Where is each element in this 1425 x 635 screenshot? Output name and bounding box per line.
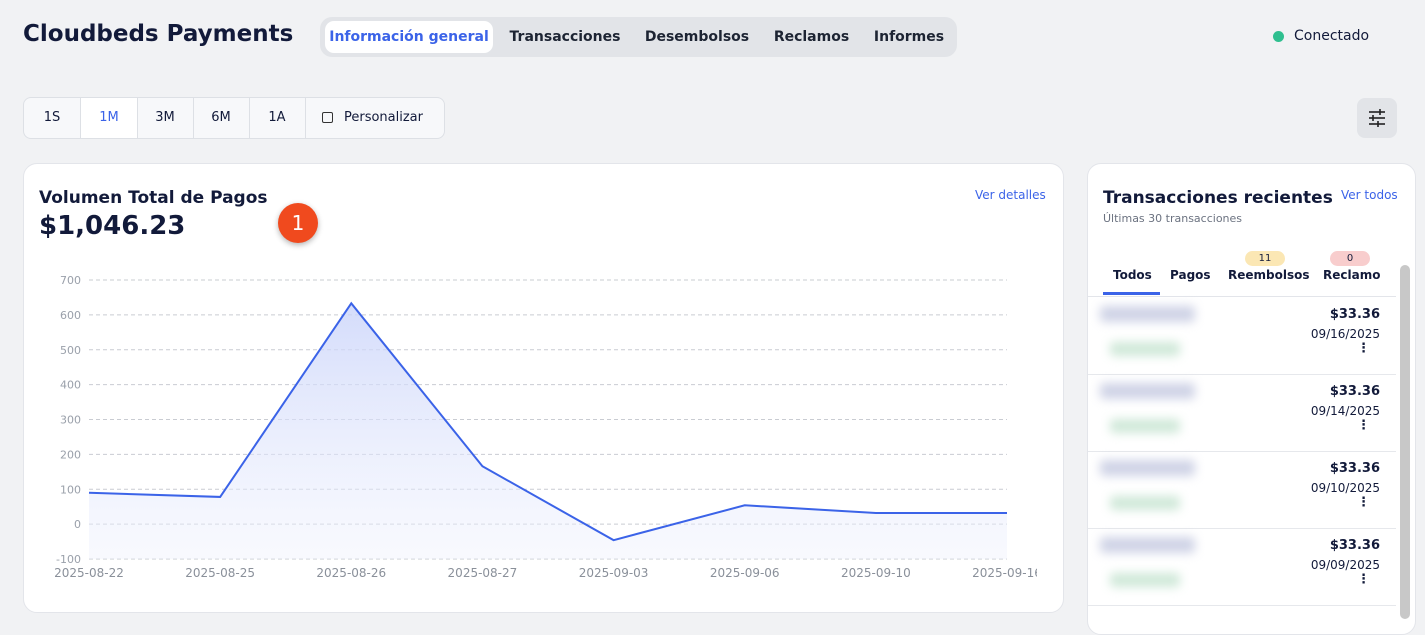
amount: $33.36 [1329, 461, 1380, 476]
filter-icon [1369, 109, 1385, 127]
tab[interactable]: Transacciones [509, 29, 621, 45]
blurred-status [1110, 496, 1180, 510]
chart: -100 0 100 200 300 400 500 600 700 2025-08-22 2025… [54, 274, 1042, 580]
row-menu[interactable]: ⋮ [1357, 341, 1370, 356]
recent-card [1087, 163, 1416, 635]
y-tick-label: 100 [60, 483, 81, 496]
line [88, 301, 1007, 542]
range-group: 1S 1M 3M 6M 1A Personalizar [23, 97, 445, 139]
amount: $33.36 [1329, 307, 1380, 322]
filter-tab[interactable]: Todos [1113, 268, 1152, 282]
blurred-status [1110, 419, 1180, 433]
x-tick-label: 2025-08-26 [316, 566, 386, 580]
date: 09/10/2025 [1310, 481, 1380, 495]
plot: -100 0 100 200 300 400 500 600 700 2025-08-22 2025… [54, 274, 1042, 580]
y-tick-label: 200 [60, 448, 81, 461]
count-badge: 0 [1330, 251, 1370, 266]
blurred-status [1110, 573, 1180, 587]
transaction-row[interactable]: $33.36 09/09/2025 ⋮ [1088, 529, 1396, 606]
app-title: Cloudbeds Payments [23, 21, 294, 47]
amount: $33.36 [1329, 384, 1380, 399]
range[interactable]: 1A [249, 98, 306, 138]
x-tick-label: 2025-09-06 [710, 566, 780, 580]
y-tick-label: -100 [56, 553, 81, 566]
range[interactable]: 3M [137, 98, 194, 138]
range[interactable]: 6M [193, 98, 250, 138]
y-tick-label: 0 [74, 518, 81, 531]
blurred-status [1110, 342, 1180, 356]
card-title: Volumen Total de Pagos [39, 188, 268, 208]
range[interactable]: 1S [24, 98, 81, 138]
count-badge: 11 [1245, 251, 1285, 266]
tab[interactable]: Informes [873, 29, 945, 45]
card-total: $1,046.23 [39, 211, 186, 241]
date: 09/14/2025 [1310, 404, 1380, 418]
recent-subtitle: Últimas 30 transacciones [1103, 212, 1243, 225]
view-all[interactable]: Ver todos [1341, 188, 1398, 202]
x-tick-label: 2025-08-25 [185, 566, 255, 580]
filter-tab[interactable]: Pagos [1170, 268, 1211, 282]
page: Cloudbeds Payments Información general T… [23, 17, 1416, 635]
filter-tab[interactable]: Reclamo [1323, 268, 1381, 282]
tab-underline [1103, 292, 1160, 295]
row-menu[interactable]: ⋮ [1357, 572, 1370, 587]
x-tick-label: 2025-08-22 [54, 566, 124, 580]
divider [1088, 296, 1396, 297]
step-badge: 1 [278, 203, 318, 243]
calendar-icon [322, 112, 333, 123]
tab[interactable]: Desembolsos [644, 29, 750, 45]
tab-active-bg [325, 21, 493, 53]
blurred-name [1100, 537, 1195, 553]
y-tick-label: 300 [60, 414, 81, 427]
x-tick-label: 2025-09-03 [579, 566, 649, 580]
filter-tab[interactable]: Reembolsos [1228, 268, 1310, 282]
y-tick-label: 600 [60, 309, 81, 322]
details-link[interactable]: Ver detalles [975, 188, 1046, 202]
row-menu[interactable]: ⋮ [1357, 418, 1370, 433]
transaction-row[interactable]: $33.36 09/16/2025 ⋮ [1088, 298, 1396, 375]
range[interactable]: 1M [81, 98, 138, 138]
blurred-name [1100, 460, 1195, 476]
status-dot [1273, 31, 1284, 42]
x-tick-label: 2025-08-27 [448, 566, 518, 580]
amount: $33.36 [1329, 538, 1380, 553]
tab[interactable]: Reclamos [773, 29, 850, 45]
y-tick-label: 700 [60, 274, 81, 287]
filter-button[interactable] [1357, 98, 1397, 138]
blurred-name [1100, 306, 1195, 322]
date: 09/16/2025 [1310, 327, 1380, 341]
row-menu[interactable]: ⋮ [1357, 495, 1370, 510]
range[interactable]: Personalizar [343, 110, 423, 125]
x-tick-label: 2025-09-10 [841, 566, 911, 580]
x-tick-label: 2025-09-16 [972, 566, 1042, 580]
status: Conectado [1294, 28, 1370, 44]
y-tick-label: 400 [60, 379, 81, 392]
recent-title: Transacciones recientes [1103, 188, 1333, 208]
scrollbar [1400, 265, 1410, 619]
transaction-row[interactable]: $33.36 09/14/2025 ⋮ [1088, 375, 1396, 452]
blurred-name [1100, 383, 1195, 399]
area [89, 303, 1007, 559]
date: 09/09/2025 [1310, 558, 1380, 572]
tab[interactable]: Información general [329, 29, 489, 45]
y-tick-label: 500 [60, 344, 81, 357]
transaction-row[interactable]: $33.36 09/10/2025 ⋮ [1088, 452, 1396, 529]
